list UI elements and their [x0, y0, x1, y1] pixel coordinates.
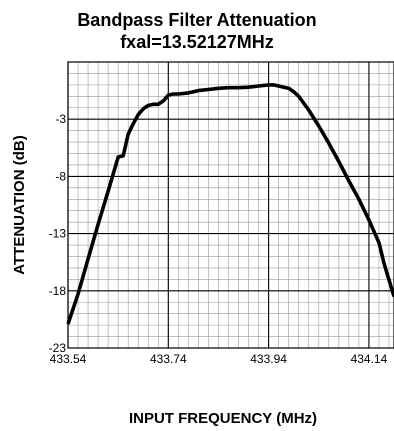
series-layer: [66, 83, 394, 325]
x-tick-label: 433.74: [150, 352, 187, 366]
x-tick-label: 433.94: [250, 352, 287, 366]
y-tick-label: -8: [55, 169, 66, 183]
y-tick-label: -3: [55, 112, 66, 126]
y-tick-label: -18: [49, 284, 67, 298]
x-tick-label: 434.14: [351, 352, 388, 366]
plot-area: [68, 62, 394, 348]
plot-border: [67, 61, 394, 349]
y-tick-labels: -3 -8 -13 -18 -23: [49, 112, 67, 355]
x-axis-label: INPUT FREQUENCY (MHz): [129, 410, 317, 427]
y-tick-label: -13: [49, 227, 67, 241]
x-tick-labels: 433.54 433.74 433.94 434.14: [50, 352, 388, 366]
y-tick-label: -23: [49, 341, 67, 355]
chart-title: Bandpass Filter Attenuation: [77, 10, 317, 30]
attenuation-line: [66, 83, 394, 325]
chart-subtitle: fxal=13.52127MHz: [120, 32, 274, 52]
y-axis-label: ATTENUATION (dB): [11, 135, 28, 274]
x-tick-label: 433.54: [50, 352, 87, 366]
